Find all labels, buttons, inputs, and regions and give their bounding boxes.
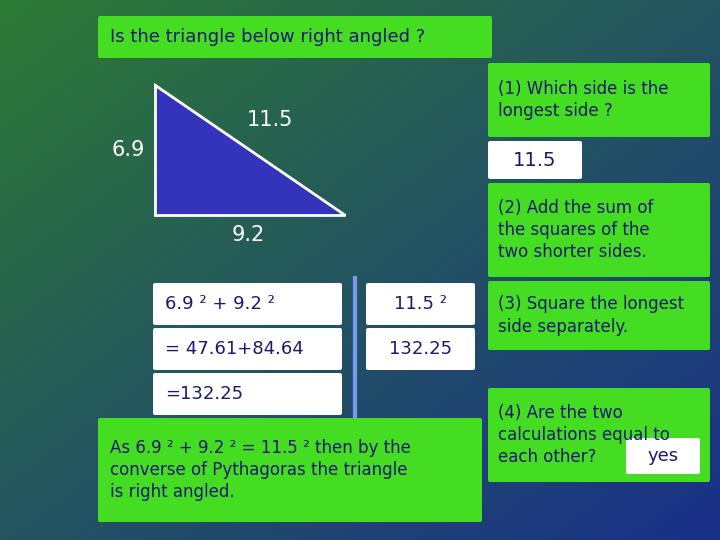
Text: Is the triangle below right angled ?: Is the triangle below right angled ? [110,28,426,46]
FancyBboxPatch shape [488,183,710,277]
Text: 6.9: 6.9 [112,140,145,160]
FancyBboxPatch shape [488,388,710,482]
FancyBboxPatch shape [98,16,492,58]
FancyBboxPatch shape [366,283,475,325]
FancyBboxPatch shape [488,141,582,179]
FancyBboxPatch shape [488,281,710,350]
FancyBboxPatch shape [488,63,710,137]
Text: yes: yes [647,447,678,465]
FancyBboxPatch shape [153,283,342,325]
Text: 6.9 ² + 9.2 ²: 6.9 ² + 9.2 ² [165,295,275,313]
Polygon shape [155,85,345,215]
Text: 132.25: 132.25 [389,340,452,358]
Text: 9.2: 9.2 [231,225,265,245]
Text: (1) Which side is the
longest side ?: (1) Which side is the longest side ? [498,80,668,120]
Text: = 47.61+84.64: = 47.61+84.64 [165,340,304,358]
Text: 11.5 ²: 11.5 ² [394,295,447,313]
FancyBboxPatch shape [153,328,342,370]
FancyBboxPatch shape [153,373,342,415]
Text: 11.5: 11.5 [247,110,293,130]
Text: (3) Square the longest
side separately.: (3) Square the longest side separately. [498,295,684,335]
Text: =132.25: =132.25 [165,385,243,403]
Text: (4) Are the two
calculations equal to
each other?: (4) Are the two calculations equal to ea… [498,404,670,466]
FancyBboxPatch shape [626,438,700,474]
FancyBboxPatch shape [98,418,482,522]
FancyBboxPatch shape [366,328,475,370]
Text: (2) Add the sum of
the squares of the
two shorter sides.: (2) Add the sum of the squares of the tw… [498,199,653,261]
Text: As 6.9 ² + 9.2 ² = 11.5 ² then by the
converse of Pythagoras the triangle
is rig: As 6.9 ² + 9.2 ² = 11.5 ² then by the co… [110,439,411,501]
Text: 11.5: 11.5 [513,151,557,170]
